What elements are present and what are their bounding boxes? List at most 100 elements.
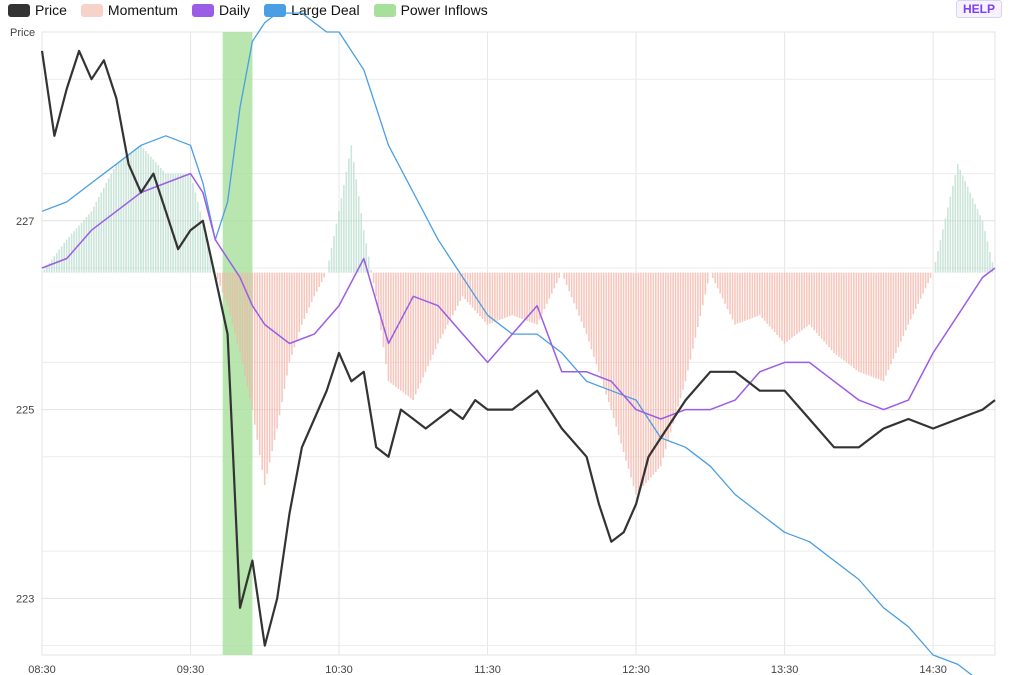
series-lines [40, 12, 996, 675]
momentum-bar-positive [201, 220, 204, 273]
momentum-bar-positive [187, 173, 189, 273]
x-tick-label: 09:30 [177, 664, 205, 675]
momentum-bar-negative [303, 272, 306, 319]
momentum-bar-negative [308, 272, 311, 308]
x-tick-label: 12:30 [622, 664, 650, 675]
momentum-bar-negative [788, 272, 791, 340]
momentum-bar-positive [357, 196, 360, 273]
momentum-bar-negative [221, 272, 224, 293]
momentum-bar-negative [711, 272, 714, 278]
momentum-bar-negative [865, 272, 867, 375]
momentum-bar-negative [776, 272, 778, 336]
momentum-bar-negative [301, 272, 303, 325]
help-button[interactable]: HELP [955, 0, 1002, 18]
momentum-bar-negative [895, 272, 897, 353]
momentum-bar-positive [93, 206, 95, 273]
momentum-histogram [43, 145, 994, 495]
x-tick-label: 14:30 [919, 664, 947, 675]
momentum-bar-negative [872, 272, 875, 378]
momentum-bar-negative [805, 272, 808, 327]
momentum-bar-positive [194, 192, 197, 273]
legend-item-power-inflows[interactable]: Power Inflows [373, 2, 488, 18]
momentum-bar-negative [288, 272, 291, 363]
momentum-bar-negative [506, 272, 509, 318]
momentum-bar-negative [781, 272, 783, 341]
momentum-bar-negative [669, 272, 672, 433]
momentum-bar-negative [593, 272, 595, 357]
legend-item-daily[interactable]: Daily [191, 2, 250, 18]
momentum-bar-negative [432, 272, 434, 355]
momentum-bar-negative [719, 272, 721, 294]
momentum-bar-negative [830, 272, 833, 351]
legend-item-momentum[interactable]: Momentum [80, 2, 178, 18]
legend-swatch-momentum [80, 3, 103, 17]
momentum-bar-negative [382, 272, 385, 348]
momentum-bar-positive [90, 211, 93, 273]
momentum-bar-positive [343, 184, 345, 273]
momentum-bar-negative [706, 272, 709, 284]
momentum-bar-negative [699, 272, 702, 317]
momentum-bar-positive [370, 269, 372, 273]
momentum-bar-negative [622, 272, 625, 453]
momentum-bar-positive [971, 198, 974, 273]
momentum-bar-negative [224, 272, 226, 300]
momentum-bar-negative [486, 272, 489, 325]
momentum-bar-negative [924, 272, 927, 289]
momentum-bar-positive [85, 217, 88, 273]
momentum-bar-negative [749, 272, 751, 319]
momentum-bar-negative [318, 272, 320, 287]
momentum-bar-negative [756, 272, 759, 317]
momentum-bar-negative [650, 272, 652, 478]
momentum-bar-positive [328, 260, 330, 273]
momentum-bar-positive [152, 159, 155, 273]
momentum-bar-negative [563, 272, 565, 279]
momentum-bar-negative [798, 272, 801, 333]
momentum-bar-negative [268, 272, 271, 463]
momentum-bar-positive [172, 173, 174, 273]
y-axis-label: Price [10, 27, 35, 39]
y-tick-label: 225 [16, 405, 34, 417]
momentum-bar-negative [716, 272, 719, 289]
momentum-bar-negative [407, 272, 410, 397]
momentum-bar-positive [352, 162, 355, 273]
momentum-bar-negative [875, 272, 877, 379]
momentum-bar-negative [585, 272, 588, 335]
momentum-bar-negative [372, 272, 375, 284]
momentum-bar-negative [845, 272, 848, 363]
momentum-bar-negative [538, 272, 541, 320]
momentum-bar-negative [261, 272, 264, 470]
momentum-bar-negative [919, 272, 922, 299]
x-tick-label: 13:30 [771, 664, 799, 675]
momentum-bar-negative [253, 272, 256, 425]
momentum-bar-negative [323, 272, 325, 278]
momentum-bar-negative [298, 272, 301, 333]
momentum-bar-negative [555, 272, 558, 284]
momentum-bar-negative [763, 272, 766, 321]
momentum-bar-negative [229, 272, 231, 316]
momentum-bar-negative [912, 272, 915, 315]
momentum-bar-positive [964, 181, 966, 273]
momentum-bar-negative [768, 272, 771, 327]
momentum-bar-negative [392, 272, 395, 386]
momentum-bar-negative [882, 272, 885, 382]
momentum-bar-negative [922, 272, 924, 294]
momentum-bar-negative [704, 272, 707, 295]
momentum-bar-negative [635, 272, 637, 495]
momentum-bar-positive [150, 156, 152, 273]
momentum-bar-negative [617, 272, 620, 436]
momentum-bar-negative [531, 272, 533, 323]
momentum-bar-positive [348, 158, 350, 273]
momentum-bar-positive [98, 197, 100, 273]
momentum-bar-negative [409, 272, 412, 399]
x-tick-label: 11:30 [474, 664, 501, 675]
momentum-bar-negative [236, 272, 239, 344]
momentum-bar-positive [979, 215, 981, 273]
momentum-bar-positive [107, 178, 110, 273]
momentum-bar-positive [80, 222, 83, 273]
momentum-bar-negative [523, 272, 526, 320]
legend-item-price[interactable]: Price [8, 2, 67, 18]
momentum-bar-negative [929, 272, 932, 278]
momentum-bar-negative [377, 272, 380, 314]
momentum-bar-negative [239, 272, 241, 353]
momentum-bar-positive [145, 150, 147, 273]
